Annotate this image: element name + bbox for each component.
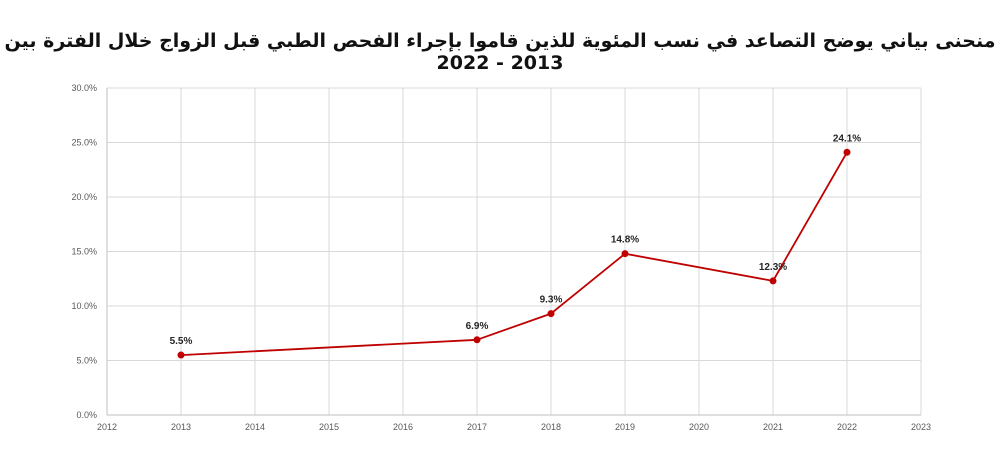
data-point	[769, 277, 777, 285]
x-tick-label: 2017	[467, 422, 487, 432]
x-tick-label: 2022	[837, 422, 857, 432]
x-tick-label: 2012	[97, 422, 117, 432]
series-percentage	[177, 148, 851, 359]
grid-lines	[107, 87, 922, 415]
data-labels: 5.5% 6.9% 9.3% 14.8% 12.3% 24.1%	[170, 133, 862, 347]
y-tick-label: 15.0%	[71, 247, 97, 257]
y-tick-labels: 0.0% 5.0% 10.0% 15.0% 20.0% 25.0% 30.0%	[71, 83, 97, 420]
data-point	[473, 336, 481, 344]
x-tick-label: 2019	[615, 422, 635, 432]
data-label: 9.3%	[540, 295, 563, 306]
axes	[106, 88, 921, 416]
y-tick-label: 5.0%	[76, 356, 97, 366]
data-point	[177, 351, 185, 359]
y-tick-label: 10.0%	[71, 301, 97, 311]
y-tick-label: 25.0%	[71, 138, 97, 148]
x-tick-label: 2023	[911, 422, 931, 432]
data-label: 24.1%	[833, 133, 861, 144]
data-point	[621, 250, 629, 258]
x-tick-label: 2016	[393, 422, 413, 432]
y-tick-label: 30.0%	[71, 83, 97, 93]
data-label: 6.9%	[466, 321, 489, 332]
data-point	[547, 310, 555, 318]
x-tick-label: 2014	[245, 422, 265, 432]
data-label: 14.8%	[611, 235, 639, 246]
x-tick-label: 2013	[171, 422, 191, 432]
x-tick-labels: 2012 2013 2014 2015 2016 2017 2018 2019 2020 2021…	[97, 422, 931, 432]
x-tick-label: 2018	[541, 422, 561, 432]
series-line	[180, 151, 848, 356]
x-tick-label: 2021	[763, 422, 783, 432]
x-tick-label: 2015	[319, 422, 339, 432]
data-point	[843, 148, 851, 156]
data-label: 12.3%	[759, 262, 787, 273]
chart-title: منحنى بياني يوضح التصاعد في نسب المئوية …	[4, 30, 996, 74]
data-label: 5.5%	[170, 336, 193, 347]
y-tick-label: 20.0%	[71, 192, 97, 202]
x-tick-label: 2020	[689, 422, 709, 432]
y-tick-label: 0.0%	[76, 410, 97, 420]
